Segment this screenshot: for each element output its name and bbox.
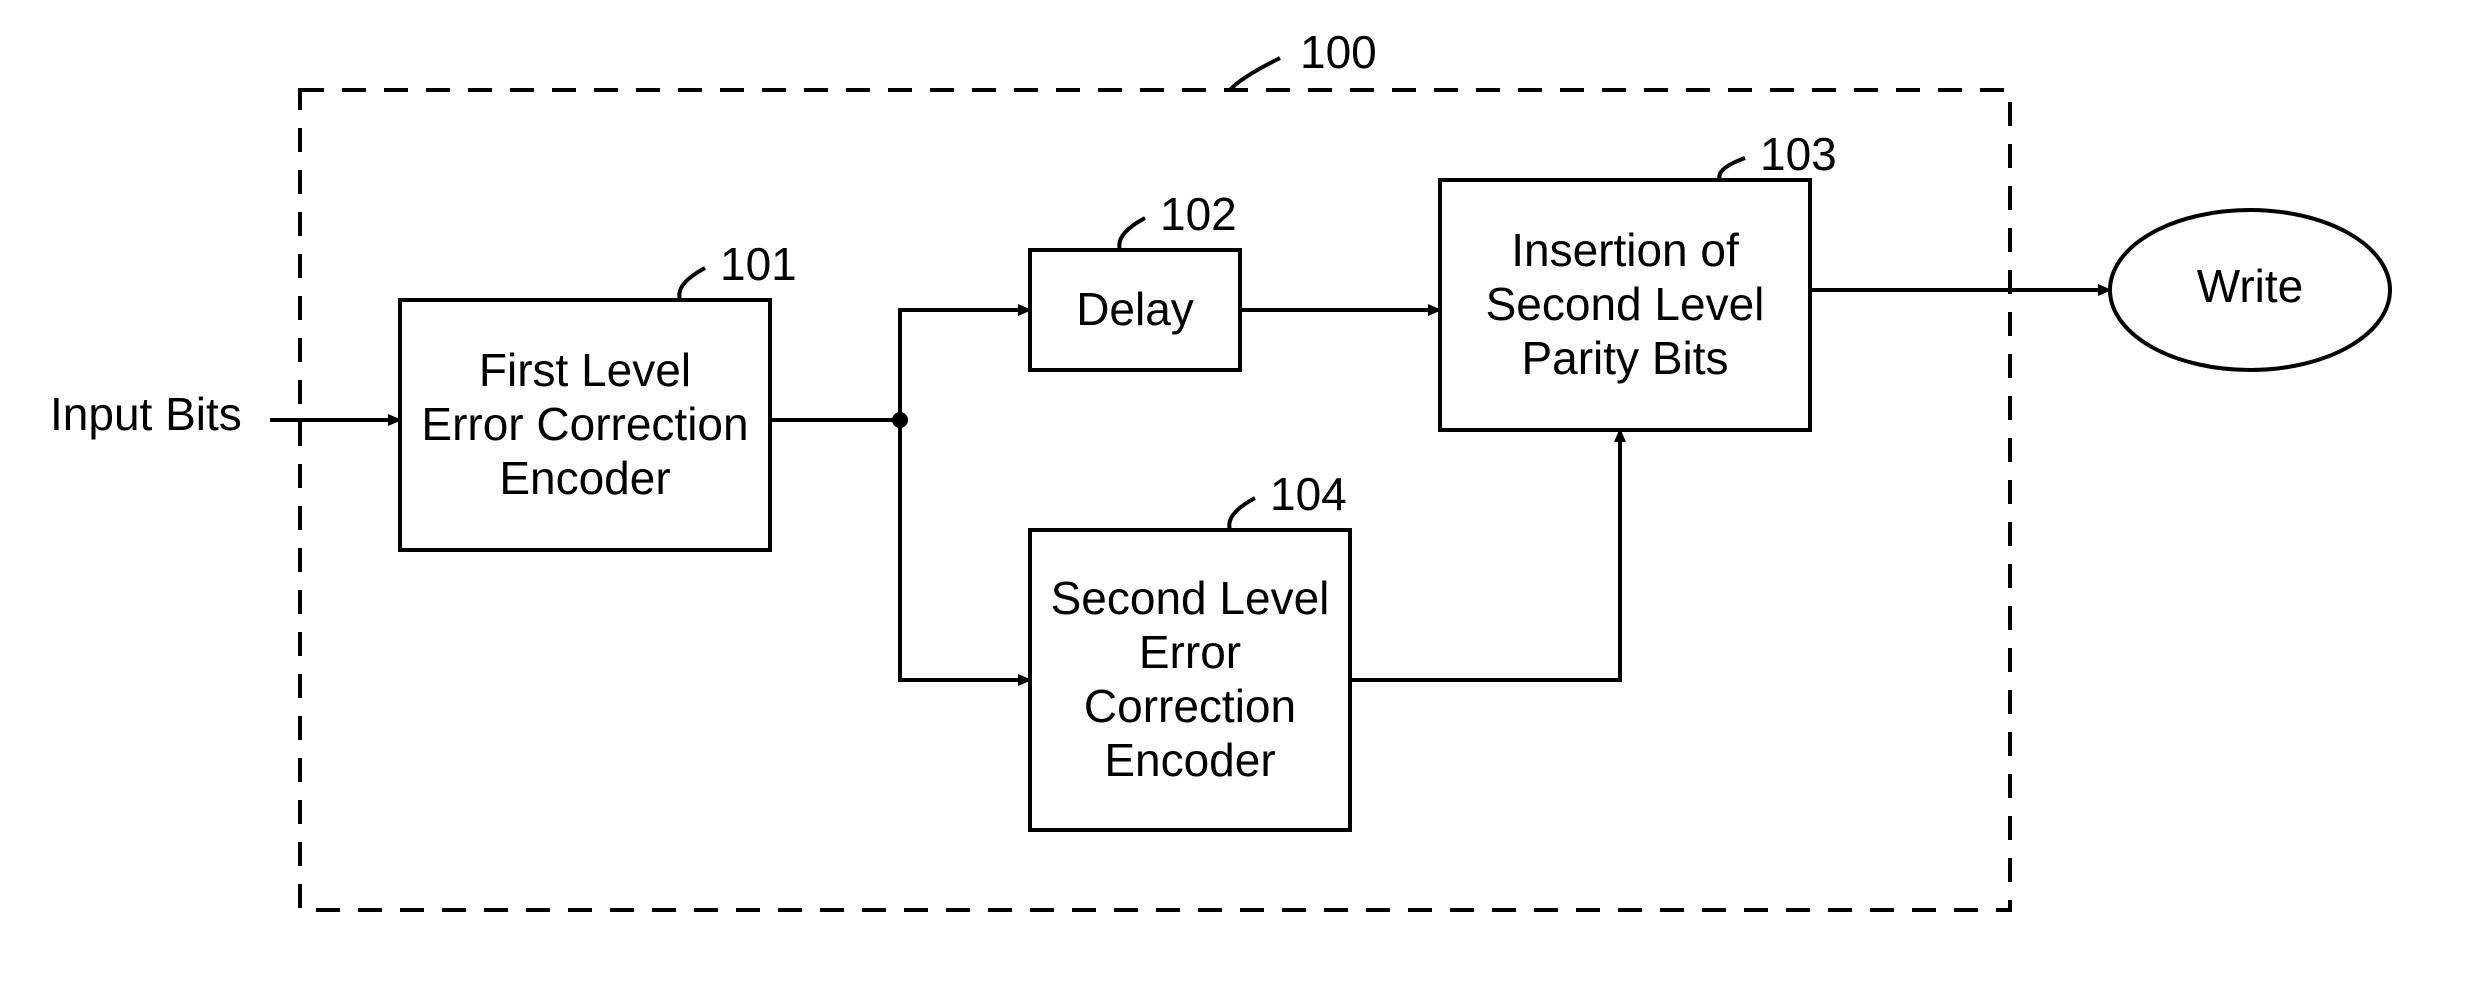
ref-leader-100 xyxy=(1230,58,1280,90)
edge-encoder2-to-insertion xyxy=(1350,430,1620,680)
ref-label-100: 100 xyxy=(1300,26,1377,78)
ref-label-101: 101 xyxy=(720,238,797,290)
second-level-encoder-block: Second LevelErrorCorrectionEncoder 104 xyxy=(1030,468,1350,830)
svg-text:Delay: Delay xyxy=(1076,283,1194,335)
first-level-encoder-block: First LevelError CorrectionEncoder 101 xyxy=(400,238,797,550)
svg-text:Insertion ofSecond LevelParity: Insertion ofSecond LevelParity Bits xyxy=(1486,224,1765,384)
input-bits-label: Input Bits xyxy=(50,388,242,440)
ref-label-104: 104 xyxy=(1270,468,1347,520)
block-diagram: 100 Input Bits Write First LevelError Co… xyxy=(0,0,2466,1006)
edge-junction-to-encoder2 xyxy=(900,420,1030,680)
ref-label-103: 103 xyxy=(1760,128,1837,180)
delay-block: Delay 102 xyxy=(1030,188,1240,370)
write-label: Write xyxy=(2197,260,2304,312)
edge-junction-to-delay xyxy=(900,310,1030,420)
insertion-block: Insertion ofSecond LevelParity Bits 103 xyxy=(1440,128,1837,430)
ref-label-102: 102 xyxy=(1160,188,1237,240)
